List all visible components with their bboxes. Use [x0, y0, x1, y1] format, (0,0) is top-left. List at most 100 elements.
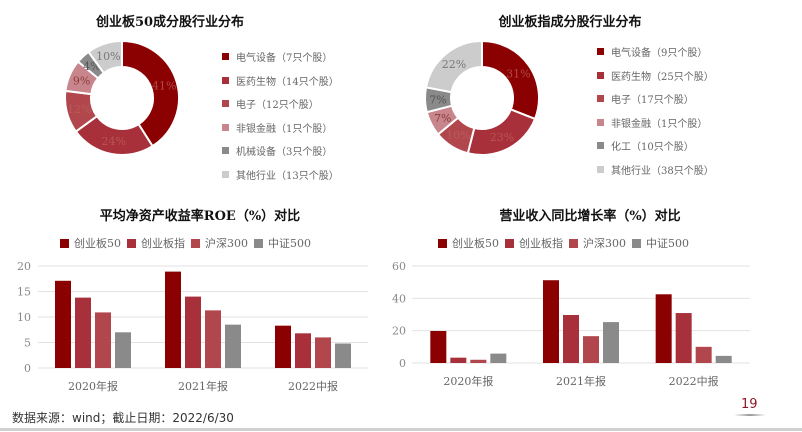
bar	[335, 343, 351, 368]
bar	[430, 330, 447, 363]
bar	[563, 314, 579, 363]
page-number: 19	[741, 397, 758, 412]
swatch-icon	[222, 53, 229, 61]
x-category-label: 2021年报	[178, 379, 228, 393]
bar	[185, 296, 201, 368]
donut-slice	[87, 40, 123, 75]
swatch-icon	[597, 165, 604, 173]
bar	[315, 337, 331, 368]
swatch-icon	[597, 48, 604, 56]
pie2-legend: 电气设备（9只个股） 医药生物（25只个股） 电子（17只个股） 非银金融（1只…	[597, 40, 714, 181]
x-category-label: 2020年报	[68, 379, 118, 393]
legend-item: 创业板指	[505, 235, 563, 251]
slice-label: 22%	[442, 58, 466, 71]
swatch-icon	[597, 95, 604, 103]
legend-item: 沪深300	[569, 235, 626, 251]
pie2-donut-chart: 31% 23% 10% 7% 7% 22%	[424, 40, 540, 156]
y-tick-label: 20	[392, 325, 406, 338]
bar2-legend: 创业板50 创业板指 沪深300 中证500	[438, 235, 695, 251]
legend-item: 非银金融（1只个股）	[222, 116, 339, 140]
legend-item: 电子（17只个股）	[597, 87, 714, 111]
x-category-label: 2022中报	[288, 379, 338, 393]
bar	[695, 346, 712, 363]
swatch-icon	[222, 76, 229, 84]
y-tick-label: 5	[24, 337, 31, 350]
legend-item: 电气设备（7只个股）	[222, 45, 339, 69]
page-number-underline	[734, 414, 766, 416]
swatch-icon	[222, 100, 229, 108]
legend-item: 化工（10只个股）	[597, 134, 714, 158]
bar	[450, 357, 467, 363]
bar	[165, 271, 181, 368]
bar	[675, 313, 692, 363]
pie2-title: 创业板指成分股行业分布	[498, 15, 642, 30]
swatch-icon	[222, 147, 229, 155]
y-tick-label: 15	[17, 286, 31, 299]
swatch-icon	[254, 238, 263, 248]
swatch-icon	[438, 238, 447, 248]
y-tick-label: 60	[392, 260, 406, 273]
legend-item: 沪深300	[191, 235, 248, 251]
donut-slice	[121, 40, 180, 148]
x-category-label: 2022中报	[669, 374, 719, 388]
bottom-divider	[0, 428, 802, 431]
swatch-icon	[127, 238, 136, 248]
bar	[655, 294, 672, 363]
bar1-roe-chart: 0 5 10 15 20 2020年报 2021年报 2022中报	[17, 260, 368, 393]
bar	[205, 310, 221, 368]
x-category-label: 2020年报	[443, 374, 493, 388]
legend-item: 中证500	[254, 235, 311, 251]
bar2-title: 营业收入同比增长率（%）对比	[499, 209, 681, 224]
legend-item: 创业板50	[60, 235, 121, 251]
y-tick-label: 0	[399, 357, 406, 370]
legend-item: 创业板50	[438, 235, 499, 251]
slice-label: 12%	[67, 103, 91, 116]
swatch-icon	[505, 238, 514, 248]
legend-item: 其他行业（38只个股）	[597, 158, 714, 182]
legend-item: 中证500	[632, 235, 689, 251]
bar2-revenue-growth-chart: 0 20 40 60 2020年报 2021年报 2022中报	[392, 260, 750, 388]
y-tick-label: 10	[17, 311, 31, 324]
slice-label: 24%	[102, 135, 126, 148]
slice-label: 9%	[73, 75, 90, 88]
bar	[470, 359, 487, 363]
bar1-legend: 创业板50 创业板指 沪深300 中证500	[60, 235, 317, 251]
bar	[490, 353, 507, 363]
bar	[225, 324, 241, 368]
slice-label: 7%	[429, 93, 446, 106]
slice-label: 10%	[446, 129, 470, 142]
swatch-icon	[597, 142, 604, 150]
legend-item: 电子（12只个股）	[222, 92, 339, 116]
legend-item: 医药生物（14只个股）	[222, 69, 339, 93]
bar	[75, 297, 91, 368]
legend-item: 创业板指	[127, 235, 185, 251]
bar	[543, 280, 559, 363]
legend-item: 非银金融（1只个股）	[597, 111, 714, 135]
bar	[275, 325, 291, 368]
bar	[715, 355, 732, 363]
swatch-icon	[60, 238, 69, 248]
pie1-donut-chart: 41%24%12%9%4%10%	[64, 40, 180, 156]
bar	[295, 333, 311, 368]
donut-slice	[424, 40, 483, 94]
bar	[115, 332, 131, 368]
y-tick-label: 0	[24, 362, 31, 375]
x-category-label: 2021年报	[556, 374, 606, 388]
pie1-legend: 电气设备（7只个股） 医药生物（14只个股） 电子（12只个股） 非银金融（1只…	[222, 45, 339, 186]
y-tick-label: 20	[17, 260, 31, 273]
slice-label: 10%	[96, 50, 120, 63]
swatch-icon	[569, 238, 578, 248]
bar	[603, 322, 619, 363]
slice-label: 41%	[152, 80, 176, 93]
bar1-title: 平均净资产收益率ROE（%）对比	[99, 209, 301, 224]
swatch-icon	[597, 71, 604, 79]
swatch-icon	[222, 123, 229, 131]
slice-label: 31%	[506, 67, 530, 80]
swatch-icon	[597, 118, 604, 126]
slice-label: 7%	[434, 112, 451, 125]
bar	[55, 280, 71, 368]
swatch-icon	[191, 238, 200, 248]
slice-label: 23%	[490, 131, 514, 144]
pie1-title: 创业板50成分股行业分布	[95, 15, 245, 30]
legend-item: 其他行业（13只个股）	[222, 163, 339, 187]
